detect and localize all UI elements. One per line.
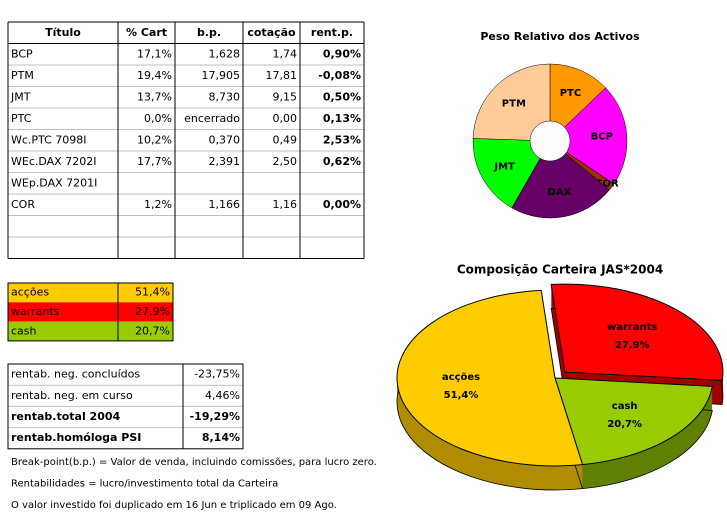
slice-value: 27,9% — [615, 340, 650, 351]
table-cell: 0,49 — [273, 133, 298, 146]
return-label: rentab. neg. em curso — [11, 389, 133, 402]
table-cell: PTC — [11, 112, 32, 125]
note: Rentabilidades = lucro/investimento tota… — [11, 479, 278, 490]
table-cell: 17,7% — [137, 155, 172, 168]
column-header: b.p. — [197, 26, 221, 39]
slice-label: PTM — [502, 99, 526, 110]
table-cell: 1,2% — [144, 198, 172, 211]
slice-label: acções — [442, 372, 480, 383]
slice-label: cash — [612, 401, 638, 412]
allocation-value: 20,7% — [135, 324, 170, 337]
allocation-label: cash — [11, 324, 37, 337]
slice-value: 20,7% — [607, 419, 642, 430]
allocation-row — [8, 283, 173, 303]
return-label: rentab.total 2004 — [11, 410, 121, 423]
table-cell: 17,905 — [202, 69, 241, 82]
return-value: -23,75% — [194, 368, 240, 381]
table-cell: 0,90% — [323, 47, 361, 60]
table-cell: 1,74 — [273, 47, 298, 60]
table-cell: -0,08% — [318, 69, 361, 82]
table-cell: 17,81 — [266, 69, 298, 82]
slice-value: 51,4% — [444, 390, 479, 401]
column-header: rent.p. — [311, 26, 353, 39]
allocation-label: acções — [11, 286, 49, 299]
table-cell: 1,16 — [273, 198, 298, 211]
note: O valor investido foi duplicado em 16 Ju… — [11, 500, 337, 511]
return-label: rentab.homóloga PSI — [11, 431, 141, 444]
slice-label: DAX — [548, 187, 572, 198]
pie-slice — [396, 289, 584, 467]
slice-label: warrants — [607, 322, 657, 333]
table-cell: 0,13% — [323, 112, 361, 125]
table-cell: 8,730 — [209, 90, 241, 103]
table-cell: 1,628 — [209, 47, 241, 60]
table-cell: 2,50 — [273, 155, 298, 168]
table-cell: 13,7% — [137, 90, 172, 103]
table-cell: 2,53% — [323, 133, 361, 146]
slice-label: COR — [595, 178, 619, 189]
note: Break-point(b.p.) = Valor de venda, incl… — [11, 457, 377, 468]
donut-slice — [511, 153, 610, 219]
table-cell: 9,15 — [273, 90, 298, 103]
table-cell: 1,166 — [209, 198, 241, 211]
table-cell: PTM — [11, 69, 34, 82]
pie-slice — [554, 377, 713, 466]
slice-label: JMT — [493, 161, 515, 172]
return-value: 8,14% — [202, 431, 240, 444]
donut-slice — [472, 138, 541, 209]
allocation-value: 51,4% — [135, 286, 170, 299]
return-value: 4,46% — [205, 389, 240, 402]
table-cell: 0,0% — [144, 112, 172, 125]
table-cell: JMT — [10, 90, 31, 103]
slice-label: BCP — [591, 132, 613, 143]
column-header: cotação — [247, 26, 296, 39]
chart-title: Peso Relativo dos Activos — [480, 30, 640, 43]
table-cell: encerrado — [184, 112, 240, 125]
table-cell: WEc.DAX 7202I — [11, 155, 96, 168]
table-cell: COR — [11, 198, 35, 211]
table-cell: 0,50% — [323, 90, 361, 103]
table-cell: 0,62% — [323, 155, 361, 168]
allocation-row — [8, 321, 173, 341]
table-cell: 10,2% — [137, 133, 172, 146]
table-cell: 0,00 — [273, 112, 298, 125]
donut-slice — [564, 87, 628, 185]
slice-label: PTC — [560, 88, 582, 99]
table-cell: Wc.PTC 7098I — [11, 133, 87, 146]
table-cell: 19,4% — [137, 69, 172, 82]
table-cell: 17,1% — [137, 47, 172, 60]
pie-side-edge — [554, 401, 713, 490]
table-cell: 2,391 — [209, 155, 241, 168]
allocation-border — [7, 282, 174, 342]
column-header: % Cart — [126, 26, 167, 39]
table-cell: 0,370 — [209, 133, 241, 146]
table-cell: WEp.DAX 7201I — [11, 176, 97, 189]
returns-border — [7, 363, 244, 450]
column-header: Título — [45, 26, 81, 39]
donut-slice — [472, 63, 551, 141]
table-cell: BCP — [11, 47, 33, 60]
allocation-label: warrants — [11, 305, 60, 318]
chart-title: Composição Carteira JAS*2004 — [457, 263, 663, 277]
allocation-row — [8, 302, 173, 322]
table-cell: 0,00% — [323, 198, 361, 211]
pie-slice — [550, 283, 724, 381]
return-value: -19,29% — [190, 410, 240, 423]
allocation-value: 27,9% — [135, 305, 170, 318]
return-label: rentab. neg. concluídos — [11, 368, 140, 381]
